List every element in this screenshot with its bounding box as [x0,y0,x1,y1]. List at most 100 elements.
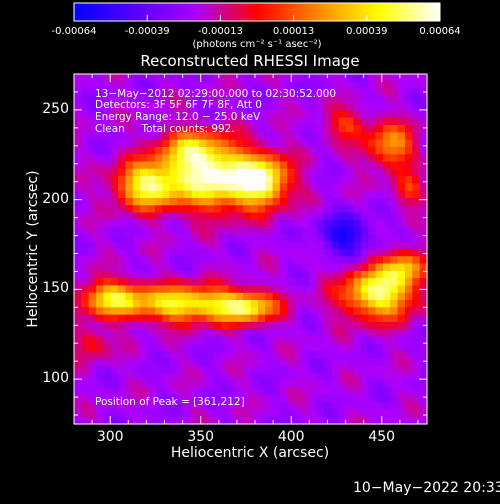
heatmap-cell [250,300,259,308]
heatmap-cell [221,329,230,338]
heatmap-cell [375,125,384,133]
heatmap-cell [279,336,288,345]
heatmap-cell [257,387,266,396]
heatmap-cell [74,270,82,279]
heatmap-cell [279,161,288,170]
heatmap-cell [375,416,384,425]
heatmap-cell [132,314,141,323]
heatmap-cell [309,212,318,221]
heatmap-cell [169,176,178,184]
heatmap-cell [74,219,82,228]
heatmap-cell [360,88,369,97]
heatmap-cell [110,190,119,199]
heatmap-cell [96,394,105,403]
heatmap-cell [338,365,347,374]
heatmap-cell [213,74,222,82]
heatmap-cell [316,154,325,163]
heatmap-cell [375,336,384,345]
heatmap-cell [250,103,259,112]
y-tick-label: 100 [42,370,69,387]
heatmap-cell [397,139,406,148]
heatmap-cell [228,110,237,119]
heatmap-cell [382,125,391,133]
heatmap-cell [419,212,428,221]
heatmap-cell [279,176,288,184]
heatmap-cell [154,234,163,243]
heatmap-cell [199,402,207,411]
heatmap-cell [404,132,413,141]
heatmap-cell [147,205,156,214]
heatmap-cell [309,227,318,236]
colorbar-tick-label: 0.00013 [272,26,315,37]
heatmap-cell [404,161,413,170]
heatmap-cell [162,117,171,126]
heatmap-cell [184,190,193,199]
heatmap-cell [140,329,149,338]
heatmap-cell [184,81,193,90]
heatmap-cell [272,278,281,287]
heatmap-cell [404,88,413,97]
heatmap-cell [88,394,97,403]
heatmap-cell [279,409,288,418]
heatmap-cell [169,146,178,155]
heatmap-cell [191,329,200,338]
heatmap-cell [272,190,281,199]
heatmap-cell [184,95,193,104]
heatmap-cell [309,409,318,418]
heatmap-cell [257,380,266,389]
heatmap-cell [110,358,119,367]
heatmap-cell [132,197,141,206]
heatmap-cell [147,402,156,411]
heatmap-cell [375,117,384,126]
heatmap-cell [176,380,185,389]
heatmap-cell [375,394,384,403]
heatmap-cell [250,358,259,367]
heatmap-cell [294,409,303,418]
heatmap-cell [162,154,171,163]
heatmap-cell [176,234,185,243]
heatmap-cell [360,314,369,323]
colorbar-strip [74,3,440,21]
heatmap-cell [176,88,185,97]
heatmap-cell [228,176,237,184]
heatmap-cell [88,329,97,338]
heatmap-cell [235,219,244,228]
heatmap-cell [243,387,252,396]
heatmap-cell [243,409,252,418]
heatmap-cell [199,146,207,155]
heatmap-cell [294,394,303,403]
heatmap-cell [360,351,369,359]
heatmap-cell [368,278,377,287]
heatmap-cell [74,117,82,126]
heatmap-cell [257,402,266,411]
heatmap-cell [103,358,112,367]
heatmap-cell [375,110,384,119]
heatmap-cell [235,146,244,155]
heatmap-cell [287,249,296,257]
heatmap-cell [132,176,141,184]
heatmap-cell [346,307,355,316]
heatmap-cell [96,256,105,265]
heatmap-cell [221,256,230,265]
heatmap-cell [169,365,178,374]
heatmap-cell [316,132,325,141]
heatmap-cell [103,249,112,257]
heatmap-cell [199,365,207,374]
heatmap-cell [88,365,97,374]
heatmap-cell [235,205,244,214]
heatmap-cell [118,263,127,272]
heatmap-cell [368,292,377,301]
heatmap-cell [301,416,310,425]
heatmap-cell [243,212,252,221]
heatmap-cell [360,110,369,119]
heatmap-cell [110,278,119,287]
heatmap-cell [390,343,399,352]
heatmap-cell [140,88,149,97]
heatmap-cell [279,190,288,199]
heatmap-cell [235,329,244,338]
heatmap-cell [412,132,421,141]
heatmap-cell [213,270,222,279]
heatmap-cell [184,249,193,257]
heatmap-cell [294,168,303,177]
heatmap-cell [118,336,127,345]
